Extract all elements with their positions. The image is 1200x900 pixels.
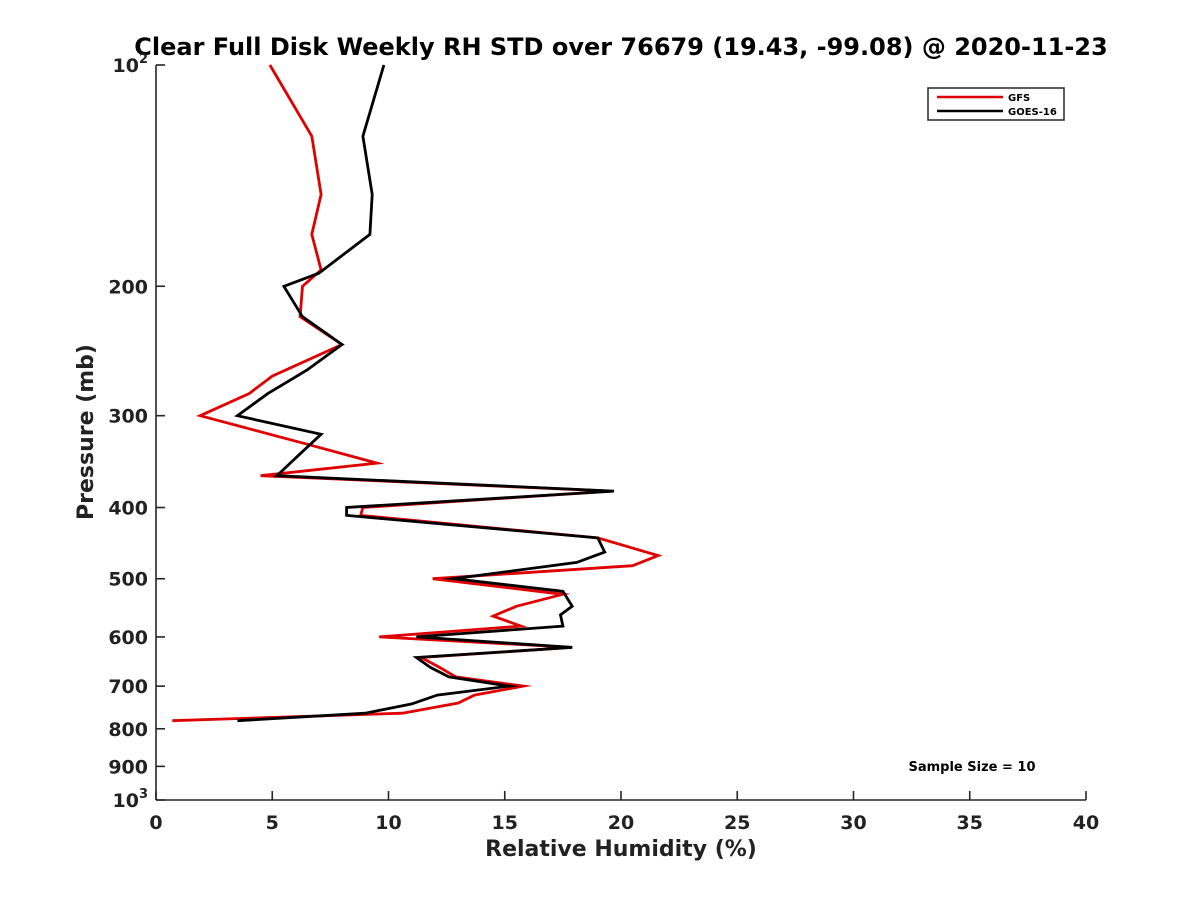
x-tick-label: 20 — [608, 812, 634, 834]
x-tick-label: 5 — [266, 812, 279, 834]
x-tick-label: 30 — [840, 812, 866, 834]
legend: GFS GOES-16 — [927, 87, 1065, 121]
y-tick-label: 102 — [113, 52, 149, 77]
series-line-gfs — [172, 64, 663, 723]
y-tick-label: 500 — [108, 569, 148, 591]
y-tick-label: 800 — [108, 719, 148, 741]
sample-size-annotation: Sample Size = 10 — [908, 760, 1035, 775]
x-tick-label: 15 — [492, 812, 518, 834]
chart-title: Clear Full Disk Weekly RH STD over 76679… — [134, 33, 1107, 61]
y-tick-label: 700 — [108, 676, 148, 698]
y-tick-label: 400 — [108, 498, 148, 520]
x-tick-label: 40 — [1073, 812, 1099, 834]
y-axis-label: Pressure (mb) — [74, 344, 99, 520]
x-tick-label: 25 — [724, 812, 750, 834]
legend-label-goes16: GOES-16 — [1008, 107, 1057, 118]
y-tick-label: 200 — [108, 276, 148, 298]
x-axis-label: Relative Humidity (%) — [485, 837, 757, 862]
y-tick-label: 103 — [113, 787, 149, 812]
axes-frame — [155, 65, 1086, 801]
x-tick-label: 10 — [375, 812, 401, 834]
x-tick-label: 0 — [149, 812, 162, 834]
x-ticks: 0 5 10 15 20 25 30 35 40 — [149, 791, 1099, 834]
y-tick-label: 900 — [108, 756, 148, 778]
y-tick-label: 300 — [108, 406, 148, 428]
y-ticks: 102 200 300 400 500 600 700 800 900 103 — [108, 52, 165, 812]
series-layer — [172, 64, 663, 723]
y-tick-label: 600 — [108, 627, 148, 649]
x-tick-label: 35 — [957, 812, 983, 834]
legend-box — [927, 87, 1065, 121]
legend-label-gfs: GFS — [1008, 93, 1030, 104]
series-line-goes16 — [234, 64, 615, 723]
